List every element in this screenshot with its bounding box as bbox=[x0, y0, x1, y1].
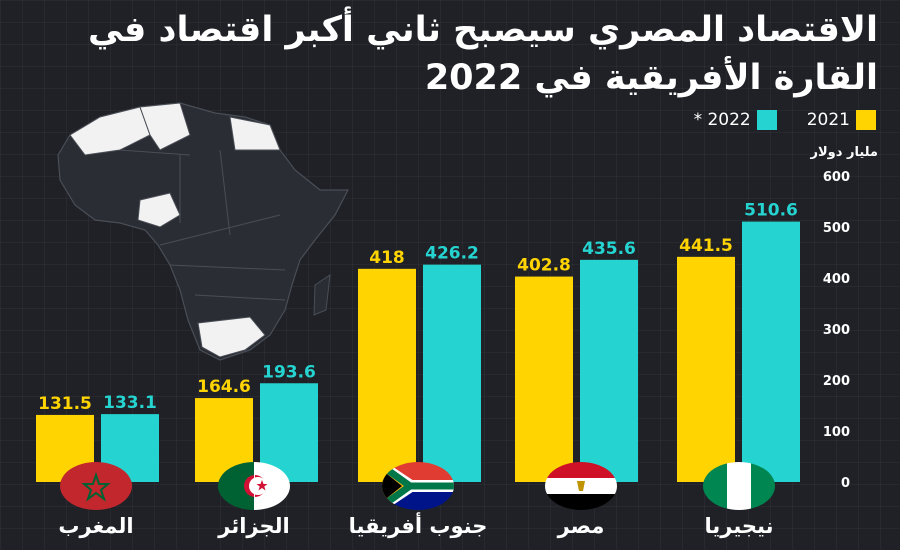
country-label-south-africa: جنوب أفريقيا bbox=[348, 514, 488, 538]
legend-swatch-2021 bbox=[856, 110, 876, 130]
y-tick-label: 0 bbox=[841, 476, 850, 491]
africa-map-icon bbox=[57, 102, 349, 361]
legend: * 2022 2021 bbox=[694, 110, 876, 130]
south-africa-flag bbox=[382, 462, 454, 510]
country-label-algeria: الجزائر bbox=[218, 514, 290, 538]
data-label-2021-2: 418 bbox=[369, 248, 405, 268]
algeria-flag bbox=[218, 462, 290, 510]
data-label-2021-4: 441.5 bbox=[679, 236, 733, 256]
data-label-2021-3: 402.8 bbox=[517, 256, 571, 276]
data-label-2021-0: 131.5 bbox=[38, 394, 92, 414]
bar-2021-3 bbox=[515, 276, 573, 482]
y-tick-label: 600 bbox=[823, 170, 850, 185]
y-tick-label: 500 bbox=[823, 221, 850, 236]
data-label-2021-1: 164.6 bbox=[197, 377, 251, 397]
data-label-2022-4: 510.6 bbox=[744, 201, 798, 221]
bar-2022-3 bbox=[580, 259, 638, 482]
data-label-2022-0: 133.1 bbox=[103, 393, 157, 413]
legend-label-2022: * 2022 bbox=[693, 110, 751, 130]
y-tick-label: 100 bbox=[823, 425, 850, 440]
chart-title: الاقتصاد المصري سيصبح ثاني أكبر اقتصاد ف… bbox=[88, 10, 878, 98]
country-label-morocco: المغرب bbox=[58, 514, 134, 538]
data-label-2022-3: 435.6 bbox=[582, 239, 636, 259]
legend-label-2021: 2021 bbox=[806, 110, 850, 130]
bar-2022-2 bbox=[423, 264, 481, 482]
egypt-flag bbox=[545, 462, 617, 510]
legend-item-2022: * 2022 bbox=[694, 110, 777, 130]
legend-item-2021: 2021 bbox=[807, 110, 876, 130]
country-label-nigeria: نيجيريا bbox=[704, 514, 774, 538]
y-tick-label: 200 bbox=[823, 374, 850, 389]
country-label-egypt: مصر bbox=[557, 514, 605, 538]
bar-2021-2 bbox=[358, 268, 416, 482]
data-label-2022-2: 426.2 bbox=[425, 244, 479, 264]
bar-2021-4 bbox=[677, 256, 735, 482]
bar-2022-4 bbox=[742, 221, 800, 482]
y-tick-label: 300 bbox=[823, 323, 850, 338]
morocco-flag bbox=[60, 462, 132, 510]
legend-swatch-2022 bbox=[756, 110, 777, 130]
y-axis-unit: مليار دولار bbox=[810, 145, 878, 160]
y-tick-label: 400 bbox=[823, 272, 850, 287]
data-label-2022-1: 193.6 bbox=[262, 362, 316, 382]
nigeria-flag bbox=[703, 462, 775, 510]
